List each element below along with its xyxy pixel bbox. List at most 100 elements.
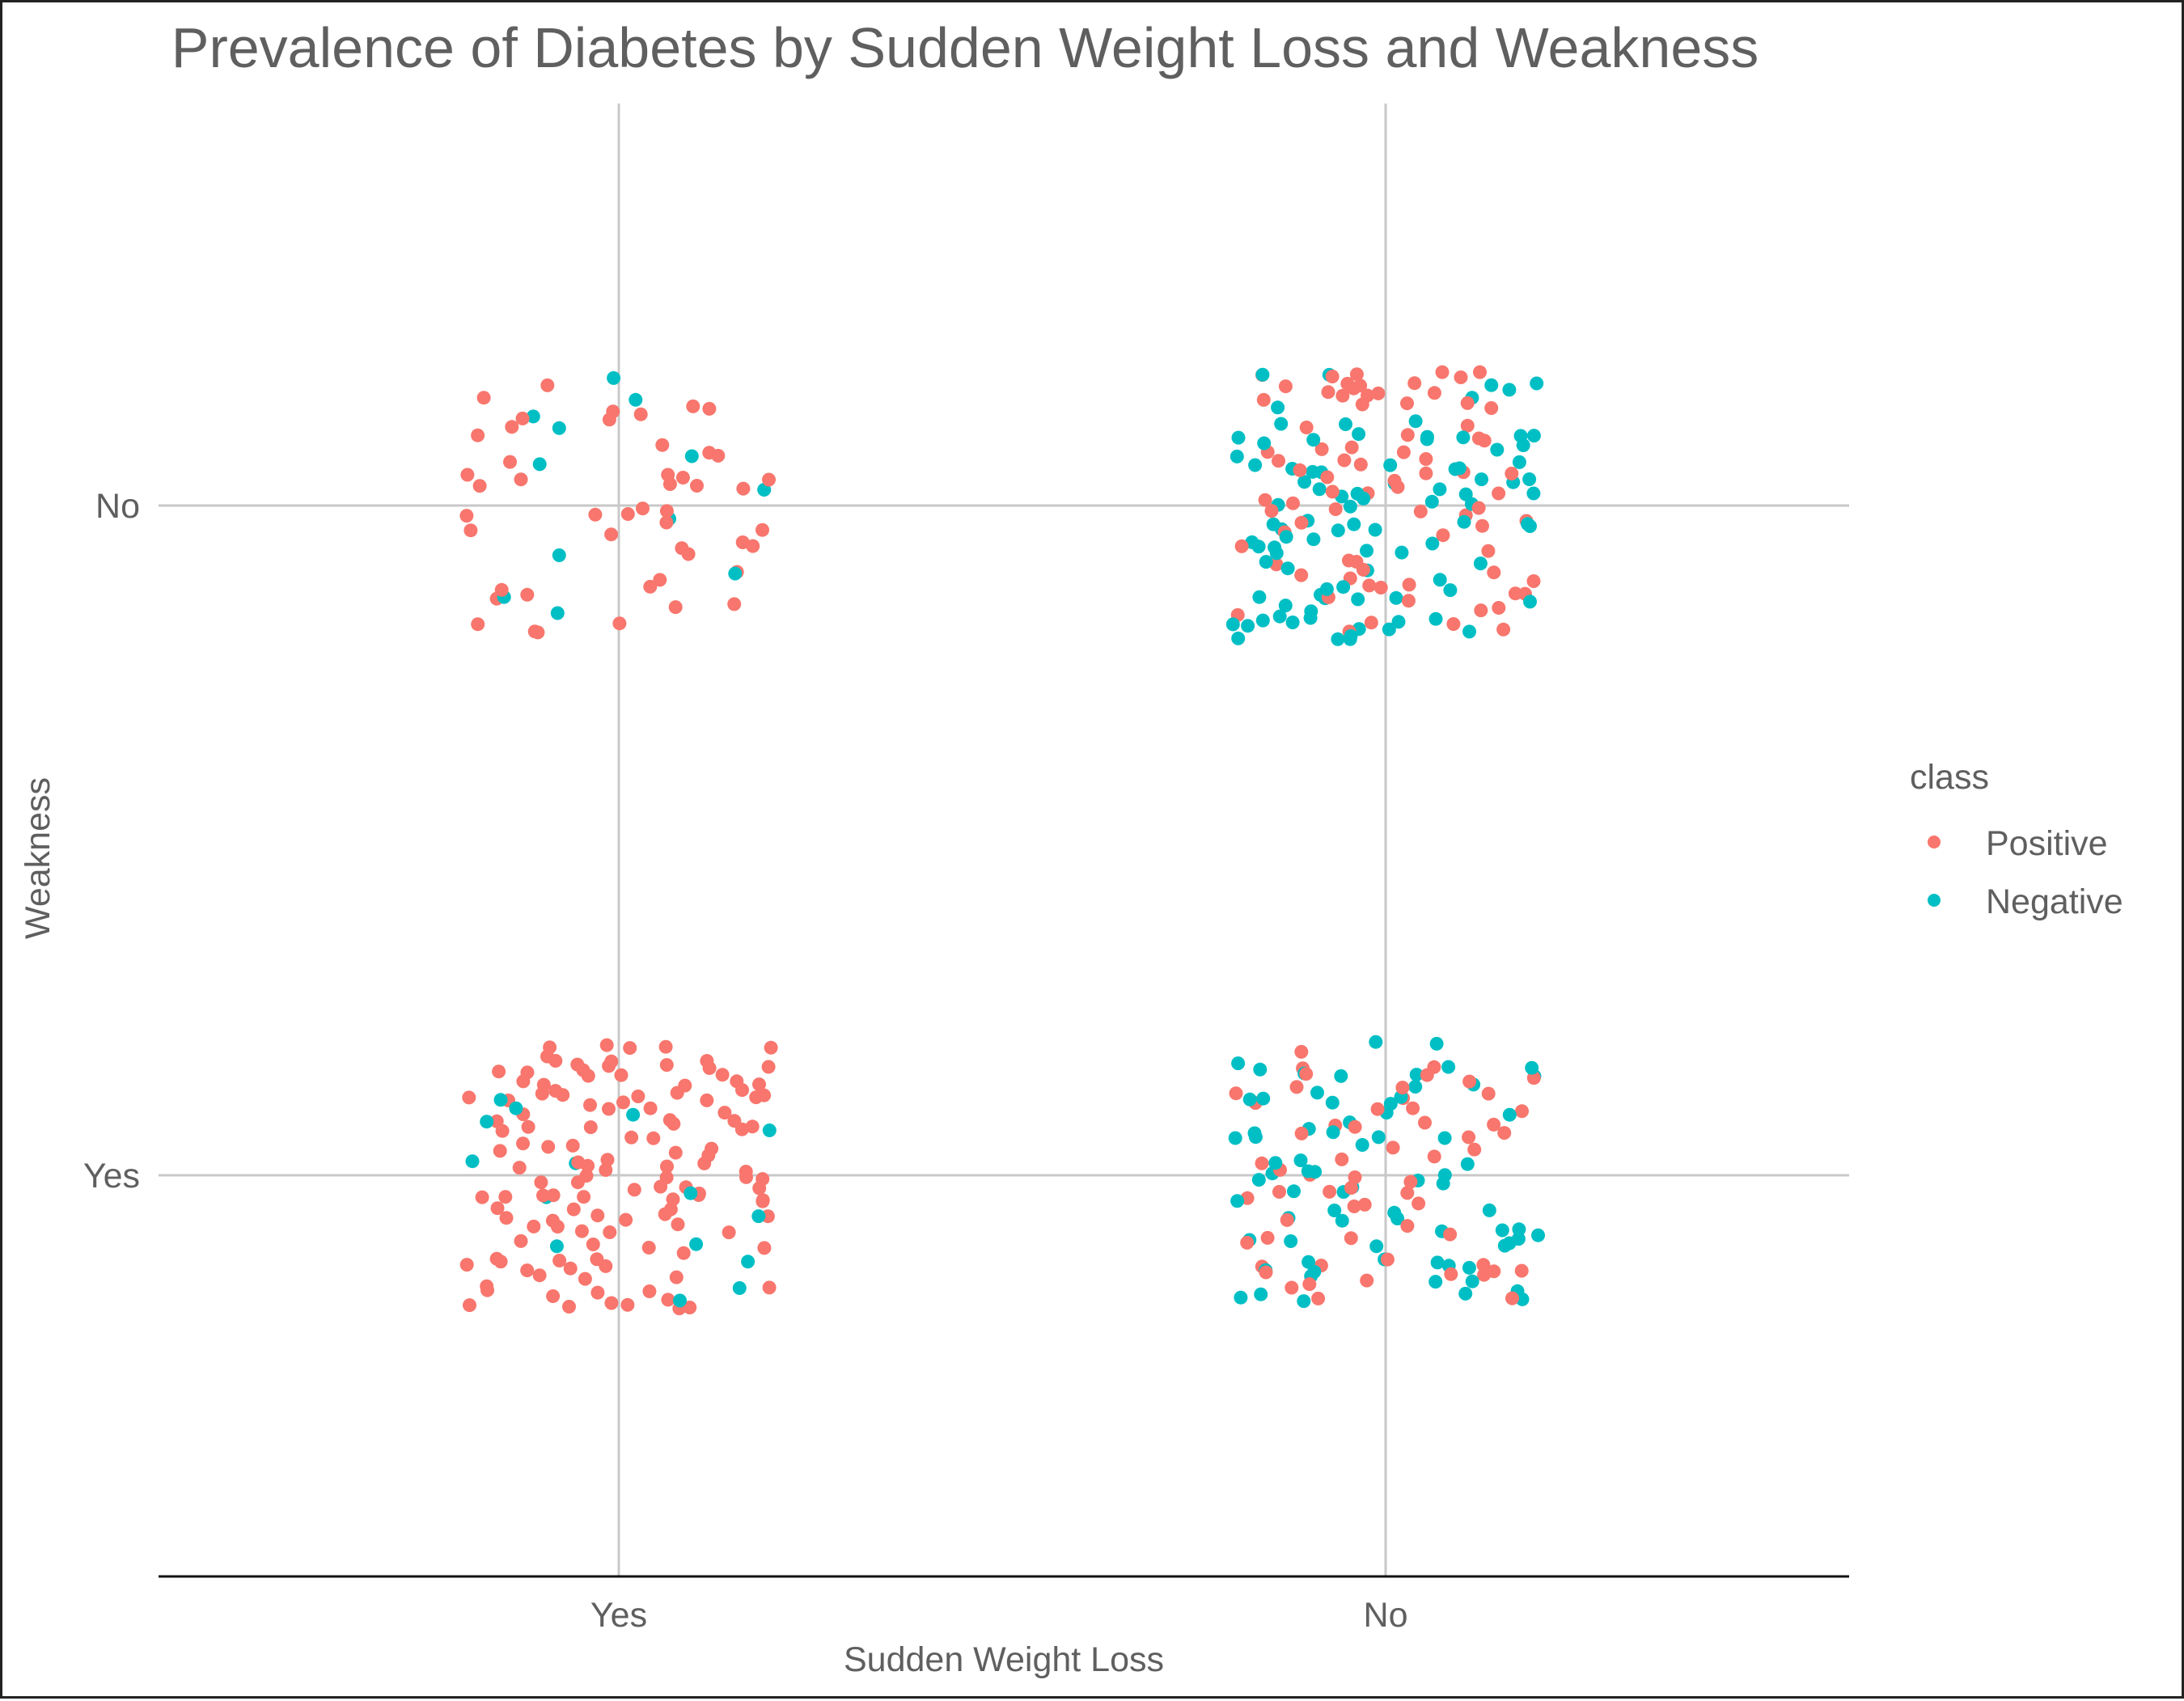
point-negative bbox=[629, 392, 643, 407]
point-positive bbox=[521, 1119, 535, 1134]
point-negative bbox=[1462, 1260, 1476, 1275]
point-positive bbox=[546, 1289, 561, 1303]
point-positive bbox=[495, 1123, 510, 1138]
point-positive bbox=[1396, 445, 1411, 459]
point-negative bbox=[1325, 1095, 1340, 1110]
point-positive bbox=[730, 1074, 744, 1089]
point-positive bbox=[623, 1041, 637, 1056]
point-positive bbox=[1473, 365, 1487, 379]
point-positive bbox=[614, 1068, 629, 1082]
chart-title: Prevalence of Diabetes by Sudden Weight … bbox=[171, 16, 1759, 79]
point-negative bbox=[1475, 472, 1488, 487]
point-negative bbox=[493, 1093, 508, 1107]
point-positive bbox=[1328, 502, 1343, 516]
point-positive bbox=[1505, 467, 1519, 480]
point-positive bbox=[583, 1120, 598, 1135]
point-positive bbox=[612, 616, 627, 631]
point-positive bbox=[540, 378, 555, 392]
point-positive bbox=[463, 523, 478, 538]
point-negative bbox=[1371, 1130, 1386, 1145]
legend-label-positive: Positive bbox=[1986, 824, 2108, 863]
point-positive bbox=[1419, 452, 1433, 466]
point-positive bbox=[590, 1285, 605, 1300]
point-positive bbox=[1356, 562, 1370, 577]
point-positive bbox=[663, 1202, 678, 1217]
point-positive bbox=[659, 1058, 674, 1073]
point-positive bbox=[1418, 1115, 1432, 1130]
point-negative bbox=[1303, 611, 1318, 625]
point-negative bbox=[1433, 482, 1447, 497]
point-negative bbox=[1301, 1164, 1315, 1178]
point-positive bbox=[1467, 1142, 1482, 1157]
point-negative bbox=[1502, 1107, 1517, 1122]
point-positive bbox=[1299, 421, 1314, 434]
point-positive bbox=[620, 1297, 635, 1312]
point-positive bbox=[675, 471, 690, 484]
point-positive bbox=[1481, 544, 1496, 558]
point-positive bbox=[671, 1217, 685, 1232]
point-positive bbox=[697, 1156, 712, 1170]
point-positive bbox=[715, 1068, 730, 1082]
point-positive bbox=[574, 1224, 589, 1238]
point-positive bbox=[1446, 617, 1461, 631]
legend-key-positive bbox=[1928, 836, 1941, 848]
point-positive bbox=[1347, 1200, 1361, 1213]
point-positive bbox=[1344, 1231, 1358, 1246]
point-negative bbox=[1310, 1085, 1324, 1100]
point-positive bbox=[471, 617, 485, 632]
point-negative bbox=[1490, 442, 1505, 457]
point-positive bbox=[527, 1219, 541, 1233]
point-positive bbox=[1407, 376, 1422, 391]
point-negative bbox=[1516, 438, 1530, 452]
point-positive bbox=[599, 1163, 613, 1177]
point-positive bbox=[1360, 1273, 1374, 1288]
point-positive bbox=[722, 1225, 736, 1240]
point-negative bbox=[1278, 599, 1293, 613]
point-positive bbox=[1258, 493, 1272, 507]
point-negative bbox=[684, 1186, 698, 1200]
point-positive bbox=[659, 504, 674, 518]
point-positive bbox=[1400, 396, 1414, 411]
point-positive bbox=[1337, 453, 1352, 468]
legend-key-negative bbox=[1928, 894, 1941, 907]
data-points bbox=[459, 365, 1545, 1316]
point-positive bbox=[480, 1279, 494, 1293]
point-positive bbox=[667, 1116, 681, 1131]
point-negative bbox=[1430, 1255, 1445, 1270]
point-negative bbox=[626, 1107, 641, 1122]
point-positive bbox=[1401, 594, 1416, 608]
point-positive bbox=[705, 1141, 719, 1156]
x-tick-labels: Yes No bbox=[590, 1596, 1408, 1635]
point-negative bbox=[1347, 517, 1361, 531]
point-positive bbox=[1289, 1080, 1304, 1094]
point-positive bbox=[1435, 365, 1450, 379]
point-positive bbox=[1400, 1186, 1415, 1200]
point-negative bbox=[1437, 1168, 1452, 1183]
point-negative bbox=[1230, 449, 1244, 463]
point-negative bbox=[1247, 1126, 1262, 1140]
point-negative bbox=[1306, 433, 1321, 447]
point-positive bbox=[661, 1293, 675, 1307]
point-positive bbox=[490, 1201, 505, 1216]
legend-label-negative: Negative bbox=[1986, 882, 2123, 921]
point-positive bbox=[1256, 392, 1271, 407]
point-positive bbox=[1348, 1119, 1362, 1134]
point-positive bbox=[1484, 401, 1499, 415]
point-negative bbox=[1284, 1234, 1298, 1248]
point-positive bbox=[463, 1298, 476, 1313]
point-positive bbox=[1278, 379, 1293, 394]
point-positive bbox=[562, 1300, 576, 1314]
point-negative bbox=[1344, 628, 1358, 643]
point-positive bbox=[1444, 1267, 1458, 1281]
point-negative bbox=[1334, 1068, 1348, 1083]
point-positive bbox=[471, 428, 485, 442]
point-positive bbox=[531, 625, 545, 640]
point-positive bbox=[1403, 1174, 1418, 1189]
point-positive bbox=[1294, 515, 1309, 530]
point-positive bbox=[599, 1038, 614, 1052]
point-negative bbox=[1319, 582, 1334, 596]
point-positive bbox=[514, 1233, 528, 1248]
point-negative bbox=[1256, 1091, 1271, 1106]
point-negative bbox=[1408, 414, 1423, 429]
